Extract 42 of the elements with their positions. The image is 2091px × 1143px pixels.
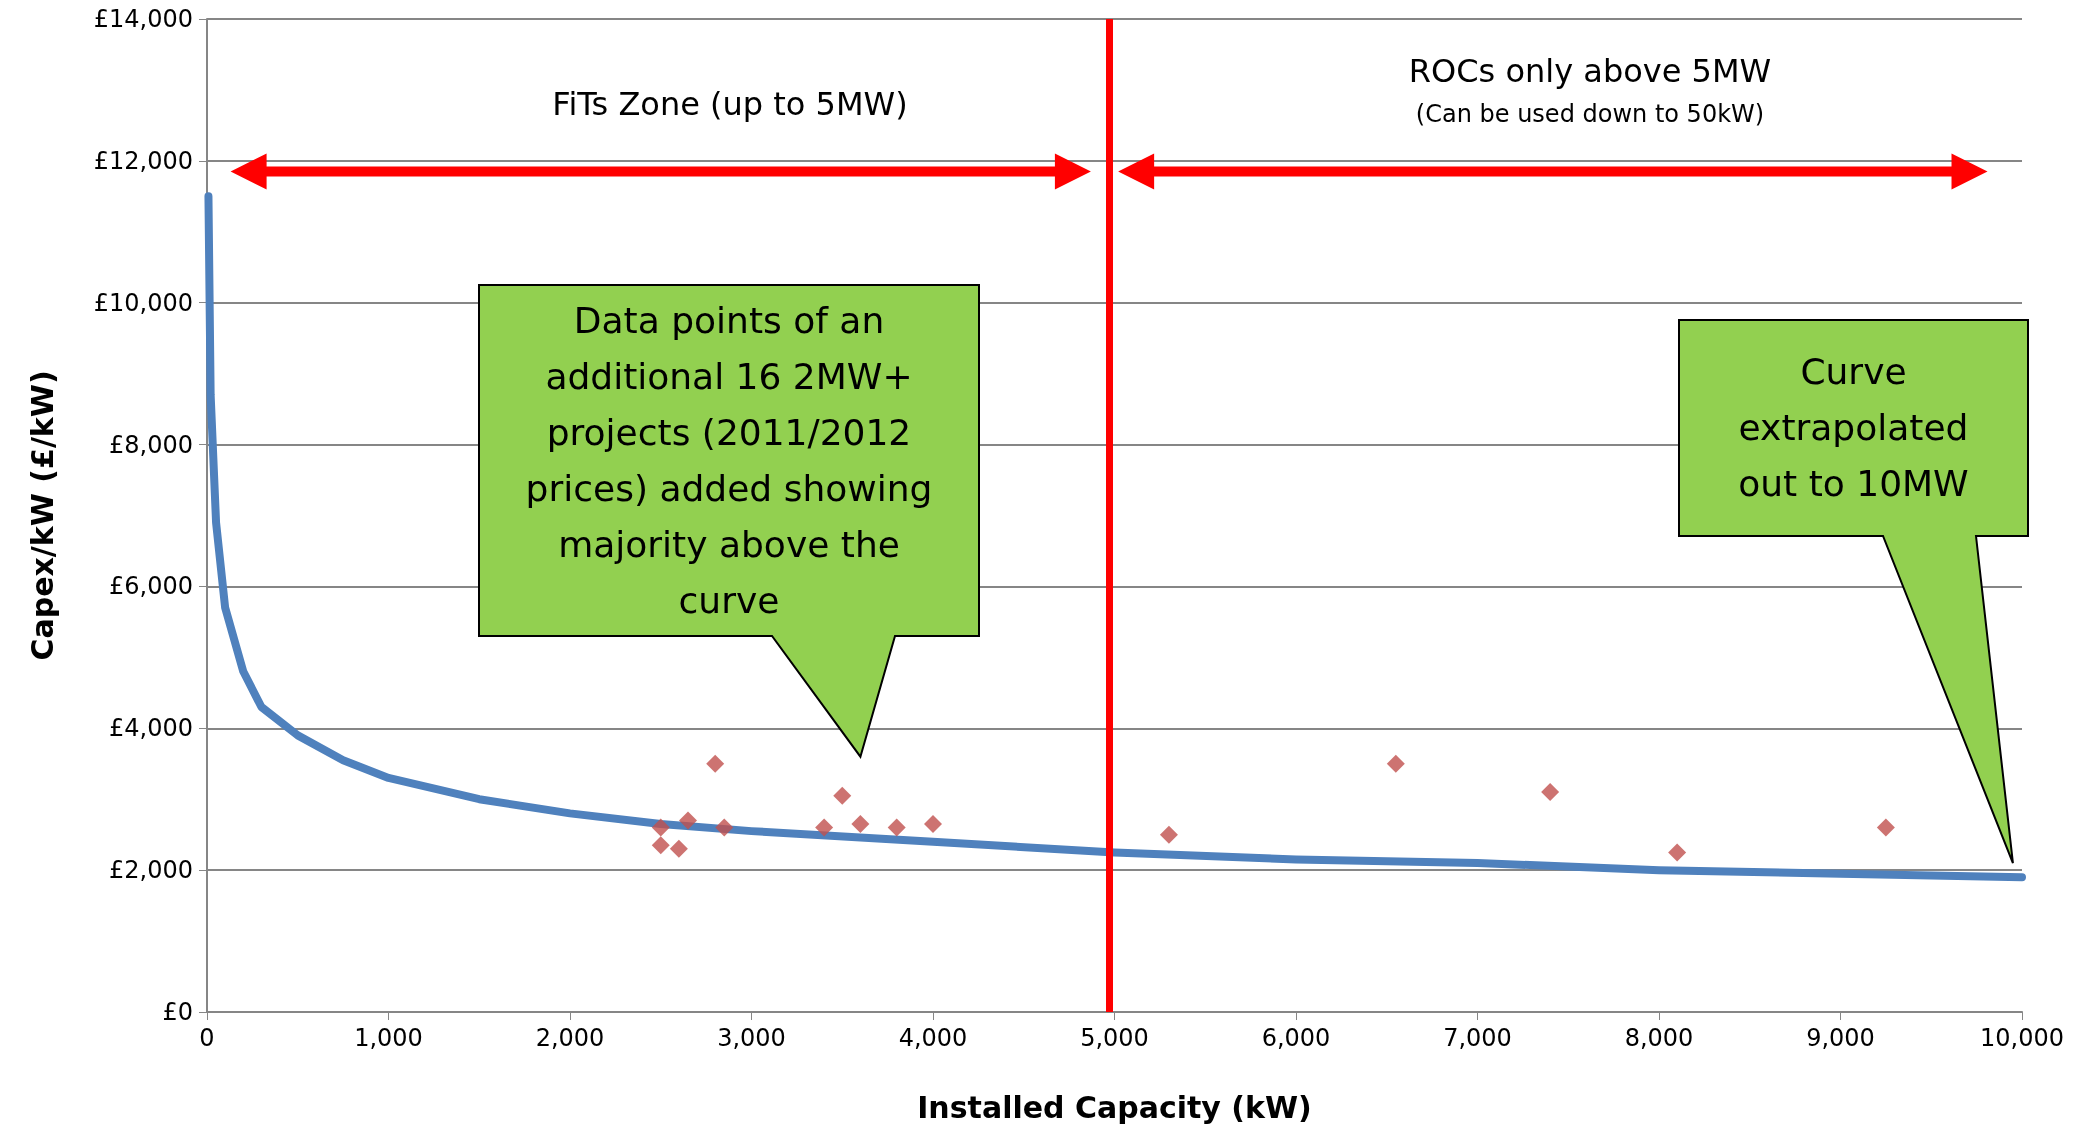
- point: [1159, 825, 1178, 844]
- y-tick-label: £2,000: [109, 856, 193, 885]
- point: [851, 815, 870, 834]
- x-tick-label: 10,000: [1980, 1024, 2064, 1052]
- x-tick-label: 7,000: [1443, 1024, 1512, 1052]
- y-tick-label: £10,000: [93, 288, 193, 317]
- annotation: Curve extrapolated out to 10MW: [1737, 350, 1970, 506]
- annotation: ROCs only above 5MW: [1407, 52, 1773, 90]
- point: [651, 836, 670, 855]
- point: [651, 818, 670, 837]
- y-axis-title: Capex/kW (£/kW): [24, 370, 60, 661]
- x-tick-label: 0: [199, 1024, 215, 1052]
- y-tick-label: £14,000: [93, 5, 193, 33]
- x-tick-label: 3,000: [717, 1024, 786, 1052]
- x-tick-label: 9,000: [1806, 1024, 1875, 1052]
- y-tick-label: £8,000: [109, 430, 193, 459]
- point: [887, 818, 906, 837]
- x-tick-label: 8,000: [1624, 1024, 1694, 1052]
- y-tick-label: £0: [162, 998, 193, 1026]
- annotation: Data points of an additional 16 2MW+ projects (2011/2012 prices) added showing majority above the curve: [524, 298, 934, 623]
- point: [1876, 818, 1895, 837]
- point: [678, 811, 697, 830]
- y-tick-label: £4,000: [109, 714, 193, 743]
- point: [924, 815, 942, 834]
- point: [1386, 754, 1405, 773]
- x-tick-label: 4,000: [898, 1024, 968, 1052]
- annotation: FiTs Zone (up to 5MW): [551, 85, 909, 123]
- y-tick-label: £12,000: [93, 146, 193, 175]
- x-tick-label: 6,000: [1261, 1024, 1331, 1052]
- point: [1668, 843, 1687, 862]
- point: [815, 818, 834, 837]
- point: [715, 818, 734, 837]
- point: [669, 839, 688, 858]
- point: [706, 754, 725, 773]
- x-tick-label: 2,000: [535, 1024, 605, 1052]
- x-tick-label: 5,000: [1080, 1024, 1149, 1052]
- annotation: (Can be used down to 50kW): [1414, 100, 1766, 128]
- x-axis-title: Installed Capacity (kW): [917, 1089, 1312, 1125]
- y-tick-label: £6,000: [109, 572, 193, 601]
- point: [833, 786, 852, 805]
- point: [1541, 783, 1560, 802]
- x-tick-label: 1,000: [354, 1024, 423, 1052]
